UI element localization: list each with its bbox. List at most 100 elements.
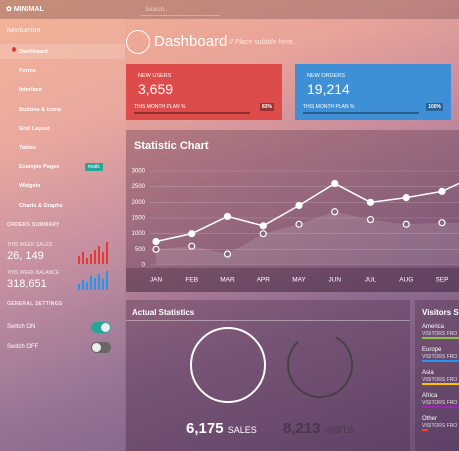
page-title: Dashboard <box>154 33 228 50</box>
value: 8,213 <box>283 420 321 437</box>
x-tick-label: AUG <box>399 277 413 284</box>
label: THIS WEEK SALES <box>7 242 53 248</box>
region-bar <box>422 337 459 339</box>
avatar <box>126 30 150 54</box>
divider <box>126 320 410 321</box>
point <box>402 194 410 202</box>
search[interactable]: Search... <box>140 3 220 16</box>
point <box>188 242 196 250</box>
y-tick-label: 3000 <box>132 169 146 175</box>
panel-title: Actual Statistics <box>132 308 195 317</box>
percent: 100% <box>426 103 443 111</box>
region-label: VISITORS FRO <box>422 377 458 383</box>
badge[interactable]: mails <box>85 163 103 171</box>
point <box>331 208 339 216</box>
region: Africa <box>422 393 438 399</box>
point <box>331 179 339 188</box>
region-label: VISITORS FRO <box>422 400 458 406</box>
point <box>402 220 410 228</box>
nav-item[interactable]: Example Pages <box>19 164 60 171</box>
region: Europe <box>422 347 442 353</box>
nav-item[interactable]: Charts & Graphs <box>19 202 63 209</box>
panel-title: Visitors S <box>422 308 459 317</box>
x-tick-label: FEB <box>185 277 198 284</box>
mini-bars <box>78 242 108 290</box>
subtitle: // Place subtitle here... <box>229 39 299 46</box>
label: THIS MONTH PLAN % <box>303 104 355 110</box>
region-label: VISITORS FRO <box>422 331 458 337</box>
rings <box>190 327 353 403</box>
nav-item[interactable]: Buttons & Icons <box>19 106 62 113</box>
region-bar <box>422 406 459 408</box>
label: SALES <box>227 425 257 435</box>
x-axis-band <box>126 268 459 292</box>
y-tick-label: 1000 <box>132 231 146 237</box>
label: VISITS <box>324 425 354 435</box>
logo-text: MINIMAL <box>13 6 44 13</box>
stat-card: NEW USERS 3,659 THIS MONTH PLAN % 83% <box>126 64 282 120</box>
active-item <box>0 44 125 59</box>
pin <box>12 47 16 52</box>
value: 318,651 <box>7 278 47 290</box>
nav-item[interactable]: Interface <box>19 87 42 94</box>
point <box>259 230 267 238</box>
nav-item[interactable]: Widgets <box>19 183 41 190</box>
x-tick-label: MAY <box>292 277 306 284</box>
region-bar <box>422 360 459 362</box>
toggle[interactable] <box>91 342 111 353</box>
label: NEW ORDERS <box>307 73 345 79</box>
nav-item[interactable]: Grid Layout <box>19 125 50 132</box>
heading: ORDERS SUMMARY <box>7 222 60 228</box>
line <box>155 182 459 243</box>
point <box>366 215 375 224</box>
logo: ✿ MINIMAL <box>6 6 44 13</box>
region: Other <box>422 416 438 422</box>
value: 26, 149 <box>7 250 44 262</box>
x-tick-label: JUL <box>365 277 377 284</box>
region-label: VISITORS FRO <box>422 423 458 429</box>
label: Switch ON <box>7 324 36 330</box>
x-tick-label: SEP <box>435 277 448 284</box>
region: America <box>422 324 445 330</box>
nav-item[interactable]: Tables <box>19 145 37 151</box>
value: 6,175 <box>186 420 224 437</box>
region-label: VISITORS FRO <box>422 354 458 360</box>
point <box>438 187 446 195</box>
sidebar <box>0 19 125 451</box>
progress <box>303 112 419 114</box>
point <box>152 237 160 246</box>
point <box>152 245 160 253</box>
region: Asia <box>422 370 434 376</box>
point <box>223 212 232 221</box>
point <box>223 250 232 258</box>
toggle[interactable] <box>91 322 111 333</box>
nav-item[interactable]: Dashboard <box>19 49 48 55</box>
area <box>156 211 459 265</box>
point <box>188 230 196 238</box>
value: 19,214 <box>307 81 350 97</box>
x-tick-label: JAN <box>150 277 163 284</box>
chart-title: Statistic Chart <box>134 140 209 152</box>
heading: GENERAL SETTINGS <box>7 301 63 307</box>
visitors-panel: Visitors S America VISITORS FRO Europe VISI… <box>415 300 459 451</box>
heading: NAVIGATION <box>7 28 41 34</box>
point <box>295 201 303 210</box>
value: 3,659 <box>138 81 174 97</box>
chart: Statistic Chart 0 500 1000 1500 2000 2500 3000… <box>126 130 459 292</box>
label: THIS WEEK BALANCE <box>7 270 60 276</box>
label: NEW USERS <box>138 73 172 79</box>
point <box>438 219 446 227</box>
visits: 8,213 VISITS <box>283 420 353 437</box>
percent: 83% <box>259 103 274 111</box>
y-tick-label: 0 <box>142 263 146 269</box>
actual-panel: Actual Statistics 6,175 SALES 8,213 VISI… <box>126 300 410 451</box>
y-tick-label: 1500 <box>132 216 146 222</box>
progress <box>134 112 250 114</box>
label: Switch OFF <box>7 344 39 350</box>
stat-card: NEW ORDERS 19,214 THIS MONTH PLAN % 100% <box>295 64 451 120</box>
x-tick-label: MAR <box>220 277 235 284</box>
y-tick-label: 2500 <box>132 184 146 190</box>
point <box>366 198 375 206</box>
nav-item[interactable]: Forms <box>19 68 36 75</box>
